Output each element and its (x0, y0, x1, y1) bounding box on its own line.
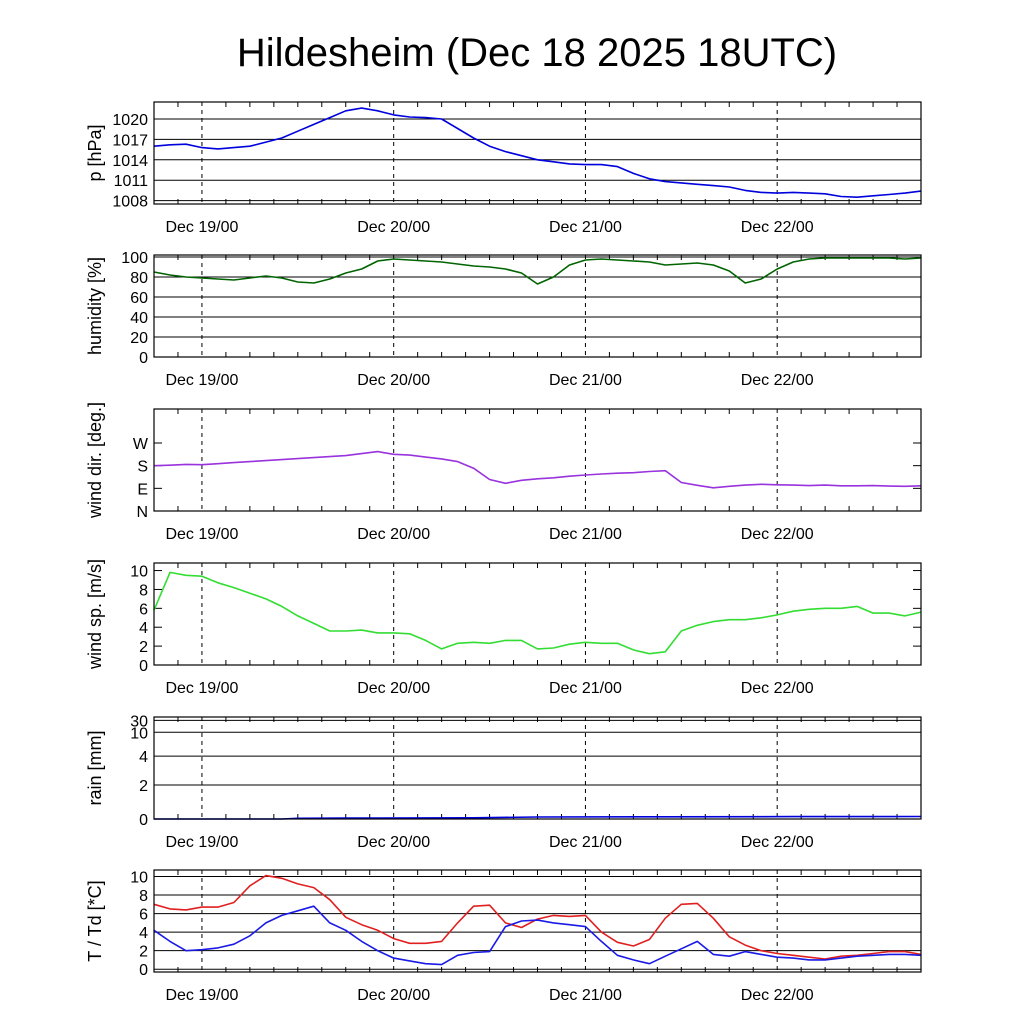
wind-direction-ytick-label: N (136, 504, 148, 521)
temperature-panel: 02 46 8 10 Dec 19/00 Dec 20/00 Dec 21/00 Dec 22… (85, 869, 922, 1004)
wind-direction-ytick-label: W (133, 436, 149, 453)
temperature-frame (153, 869, 922, 973)
wind-direction-xtick-label: Dec 21/00 (549, 526, 622, 543)
rain-ytick-label: 30 (130, 713, 148, 730)
wind-speed-xtick-label: Dec 20/00 (357, 680, 430, 697)
humidity-ylabel: humidity [%] (85, 257, 105, 355)
rain-xtick-label: Dec 19/00 (165, 834, 238, 851)
pressure-xtick-label: Dec 21/00 (549, 219, 622, 236)
wind-speed-series-0 (153, 571, 922, 655)
humidity-xtick-label: Dec 20/00 (357, 372, 430, 389)
temperature-ytick-label: 4 (139, 925, 148, 942)
wind-speed-xtick-label: Dec 22/00 (741, 680, 814, 697)
pressure-ytick-label: 1020 (112, 112, 148, 129)
humidity-ytick-label: 80 (130, 270, 148, 287)
temperature-xtick-label: Dec 22/00 (741, 987, 814, 1004)
wind-speed-ytick-label: 8 (139, 582, 148, 599)
rain-ytick-label: 10 (130, 725, 148, 742)
rain-ytick-label: 2 (139, 778, 148, 795)
wind-speed-ytick-label: 0 (139, 658, 148, 675)
wind-speed-ytick-label: 10 (130, 564, 148, 581)
pressure-xtick-label: Dec 20/00 (357, 219, 430, 236)
wind-direction-series-0 (153, 450, 922, 489)
wind-speed-ytick-label: 2 (139, 639, 148, 656)
wind-direction-frame (153, 408, 922, 512)
temperature-xtick-label: Dec 19/00 (165, 987, 238, 1004)
wind-direction-ylabel: wind dir. [deg.] (85, 402, 105, 519)
pressure-frame (153, 101, 922, 205)
temperature-series-1 (153, 905, 922, 966)
temperature-xtick-label: Dec 20/00 (357, 987, 430, 1004)
pressure-ytick-label: 1014 (112, 153, 148, 170)
wind-speed-ytick-label: 6 (139, 601, 148, 618)
humidity-series-0 (153, 257, 922, 285)
pressure-ytick-label: 1017 (112, 132, 148, 149)
humidity-ytick-label: 0 (139, 350, 148, 367)
rain-ytick-label: 0 (139, 812, 148, 829)
wind-speed-xtick-label: Dec 21/00 (549, 680, 622, 697)
rain-ylabel: rain [mm] (85, 730, 105, 805)
pressure-xtick-label: Dec 19/00 (165, 219, 238, 236)
rain-xtick-label: Dec 20/00 (357, 834, 430, 851)
rain-xtick-label: Dec 22/00 (741, 834, 814, 851)
wind-direction-xtick-label: Dec 22/00 (741, 526, 814, 543)
wind-direction-xtick-label: Dec 19/00 (165, 526, 238, 543)
pressure-ytick-label: 1011 (114, 173, 149, 190)
temperature-series-0 (153, 874, 922, 960)
temperature-ylabel: T / Td [*C] (85, 880, 105, 961)
humidity-xtick-label: Dec 19/00 (165, 372, 238, 389)
pressure-ytick-label: 1008 (112, 194, 148, 211)
humidity-xtick-label: Dec 22/00 (741, 372, 814, 389)
wind-speed-panel: 0 2 4 6 810 Dec 19/00 Dec 20/00 Dec 21/00 Dec 22… (85, 559, 922, 697)
rain-frame (153, 716, 922, 820)
wind-speed-ytick-label: 4 (139, 620, 148, 637)
temperature-ytick-label: 2 (139, 944, 148, 961)
wind-direction-xtick-label: Dec 20/00 (357, 526, 430, 543)
temperature-ytick-label: 6 (139, 907, 148, 924)
wind-direction-ytick-label: E (137, 481, 148, 498)
humidity-ytick-label: 20 (130, 330, 148, 347)
humidity-xtick-label: Dec 21/00 (549, 372, 622, 389)
temperature-xtick-label: Dec 21/00 (549, 987, 622, 1004)
temperature-ytick-label: 0 (139, 962, 148, 979)
rain-ytick-label: 4 (139, 749, 148, 766)
wind-speed-ylabel: wind sp. [m/s] (85, 559, 105, 670)
temperature-ytick-label: 10 (130, 869, 148, 886)
rain-xtick-label: Dec 21/00 (549, 834, 622, 851)
temperature-ytick-label: 8 (139, 888, 148, 905)
wind-speed-frame (153, 562, 922, 666)
wind-speed-xtick-label: Dec 19/00 (165, 680, 238, 697)
pressure-xtick-label: Dec 22/00 (741, 219, 814, 236)
humidity-ytick-label: 100 (121, 250, 148, 267)
pressure-series-0 (153, 107, 922, 198)
chart-title: Hildesheim (Dec 18 2025 18UTC) (237, 31, 837, 75)
humidity-panel: 0 20 40 60 80 100 Dec 19/00 Dec 20/00 Dec 21/00 D… (85, 250, 922, 389)
pressure-panel: 1008 1011 1014 1017 1020 Dec 19/00 Dec 20/00 De… (85, 101, 922, 236)
humidity-frame (153, 254, 922, 358)
pressure-ylabel: p [hPa] (85, 124, 105, 181)
humidity-ytick-label: 60 (130, 290, 148, 307)
wind-direction-ytick-label: S (137, 459, 148, 476)
humidity-ytick-label: 40 (130, 310, 148, 327)
